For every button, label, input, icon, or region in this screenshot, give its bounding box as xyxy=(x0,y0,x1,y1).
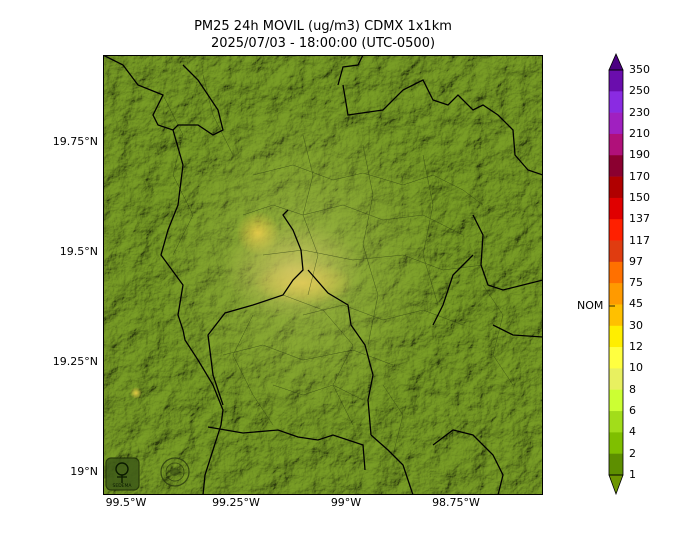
colorbar-label: 4 xyxy=(629,425,636,439)
y-tick-label: 19.5°N xyxy=(59,245,98,258)
colorbar-swatch xyxy=(609,176,623,199)
x-tick-label: 99°W xyxy=(330,496,362,509)
colorbar-swatch xyxy=(609,325,623,348)
colorbar-label: 10 xyxy=(629,361,643,375)
secondary-logo xyxy=(160,457,190,487)
hotspot-southwest xyxy=(130,387,142,399)
nom-label: NOM xyxy=(577,299,604,312)
colorbar-label: 12 xyxy=(629,340,643,354)
colorbar-label: 230 xyxy=(629,105,650,119)
colorbar-label: 210 xyxy=(629,126,650,140)
pm25-map: SEDEMA xyxy=(103,55,543,495)
colorbar-label: 117 xyxy=(629,233,650,247)
colorbar-label: 97 xyxy=(629,254,643,268)
colorbar-label: 6 xyxy=(629,404,636,418)
colorbar-label: 45 xyxy=(629,297,643,311)
colorbar-frame xyxy=(608,69,624,476)
y-tick-label: 19°N xyxy=(70,465,98,478)
colorbar-swatch xyxy=(609,453,623,476)
sedema-logo-text: SEDEMA xyxy=(113,483,133,489)
colorbar-swatch xyxy=(609,219,623,241)
municipal-borders xyxy=(162,74,514,456)
colorbar-swatch xyxy=(609,283,623,305)
colorbar-label: 137 xyxy=(629,212,650,226)
colorbar-label: 8 xyxy=(629,382,636,396)
y-tick-label: 19.25°N xyxy=(52,355,98,368)
colorbar-bottom-arrow xyxy=(608,474,624,496)
colorbar-label: 350 xyxy=(629,63,650,76)
colorbar-label: 75 xyxy=(629,276,643,290)
colorbar-label: 170 xyxy=(629,169,650,183)
colorbar-swatch xyxy=(609,197,623,220)
colorbar-swatch xyxy=(609,240,623,263)
x-tick-label: 98.75°W xyxy=(432,496,480,509)
colorbar-label: 190 xyxy=(629,148,650,162)
colorbar-swatch xyxy=(609,389,623,412)
y-tick-label: 19.75°N xyxy=(52,135,98,148)
colorbar-label: 30 xyxy=(629,318,643,332)
colorbar-label: 150 xyxy=(629,190,650,204)
map-timestamp: 2025/07/03 - 18:00:00 (UTC-0500) xyxy=(210,36,436,51)
x-tick-label: 99.5°W xyxy=(105,496,147,509)
colorbar-swatch xyxy=(609,155,623,177)
colorbar-swatch xyxy=(609,112,623,135)
colorbar-swatch xyxy=(609,347,623,369)
map-title: PM25 24h MOVIL (ug/m3) CDMX 1x1km xyxy=(194,19,452,34)
hotspot-halo xyxy=(223,220,363,320)
colorbar-label: 1 xyxy=(629,468,636,481)
map-frame xyxy=(103,55,543,495)
colorbar-swatch xyxy=(609,70,623,92)
colorbar-top-arrow xyxy=(608,53,624,71)
colorbar-swatch xyxy=(609,368,623,391)
colorbar-label: 250 xyxy=(629,84,650,98)
state-borders xyxy=(103,55,543,495)
colorbar-swatch xyxy=(609,261,623,284)
colorbar-label: 2 xyxy=(629,446,636,460)
x-tick-label: 99.25°W xyxy=(212,496,260,509)
colorbar-swatch xyxy=(609,304,623,327)
colorbar-swatch xyxy=(609,411,623,433)
colorbar-swatch xyxy=(609,432,623,454)
colorbar xyxy=(608,53,624,496)
colorbar-swatch xyxy=(609,133,623,156)
sedema-logo: SEDEMA xyxy=(105,457,140,491)
colorbar-swatch xyxy=(609,91,623,113)
